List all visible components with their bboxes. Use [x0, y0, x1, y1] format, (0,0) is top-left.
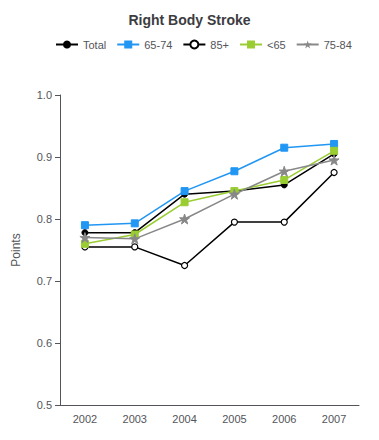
svg-text:2006: 2006 — [272, 413, 296, 425]
svg-text:0.7: 0.7 — [37, 275, 52, 287]
svg-text:2005: 2005 — [222, 413, 246, 425]
svg-text:0.5: 0.5 — [37, 399, 52, 411]
svg-text:Right Body Stroke: Right Body Stroke — [128, 12, 250, 28]
svg-text:Total: Total — [83, 39, 106, 51]
svg-text:0.6: 0.6 — [37, 337, 52, 349]
svg-text:85+: 85+ — [210, 39, 229, 51]
svg-text:<65: <65 — [267, 39, 286, 51]
svg-text:65-74: 65-74 — [144, 39, 172, 51]
svg-text:Points: Points — [9, 233, 23, 266]
svg-text:1.0: 1.0 — [37, 89, 52, 101]
svg-text:2007: 2007 — [322, 413, 346, 425]
svg-text:0.9: 0.9 — [37, 151, 52, 163]
svg-text:2002: 2002 — [73, 413, 97, 425]
svg-text:2003: 2003 — [123, 413, 147, 425]
svg-text:0.8: 0.8 — [37, 213, 52, 225]
svg-text:75-84: 75-84 — [324, 39, 352, 51]
svg-text:2004: 2004 — [172, 413, 196, 425]
